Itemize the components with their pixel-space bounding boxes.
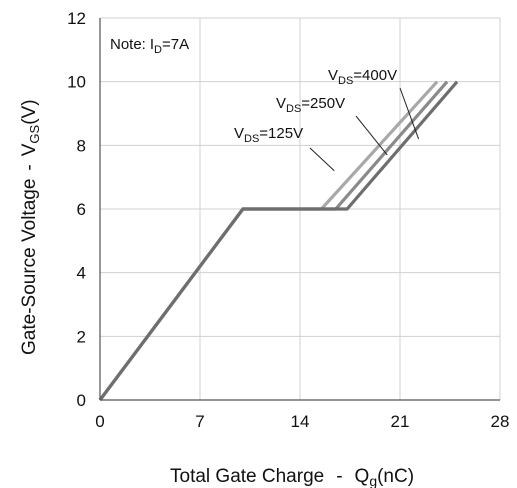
x-tick-label: 7 (195, 412, 204, 431)
x-tick-label: 28 (491, 412, 510, 431)
tick-labels: 0 2 4 6 8 10 12 0 7 14 21 28 (67, 9, 509, 431)
annotation-leader-line (355, 115, 388, 156)
y-tick-label: 6 (77, 200, 86, 219)
x-tick-label: 0 (95, 412, 104, 431)
x-tick-label: 14 (291, 412, 310, 431)
grid (99, 17, 501, 401)
axes (99, 18, 500, 401)
y-tick-label: 12 (67, 9, 86, 28)
y-tick-label: 2 (77, 327, 86, 346)
x-axis-title: Total Gate Charge - Qg(nC) (170, 466, 414, 488)
y-tick-label: 10 (67, 73, 86, 92)
y-axis-title: Gate-Source Voltage-VGS(V) (19, 99, 42, 355)
note-label: Note: ID=7A (110, 36, 189, 56)
series-label-250v: VDS=250V (276, 95, 345, 115)
annotation-leader-line (309, 147, 335, 172)
annotation-leader-line (399, 87, 420, 140)
annotation-layer (309, 87, 420, 172)
y-tick-label: 0 (77, 391, 86, 410)
series-line-2 (98, 80, 459, 401)
y-tick-label: 8 (77, 136, 86, 155)
y-tick-label: 4 (77, 264, 86, 283)
series-label-400v: VDS=400V (328, 67, 397, 87)
series-label-125v: VDS=125V (234, 125, 303, 145)
x-tick-label: 21 (391, 412, 410, 431)
